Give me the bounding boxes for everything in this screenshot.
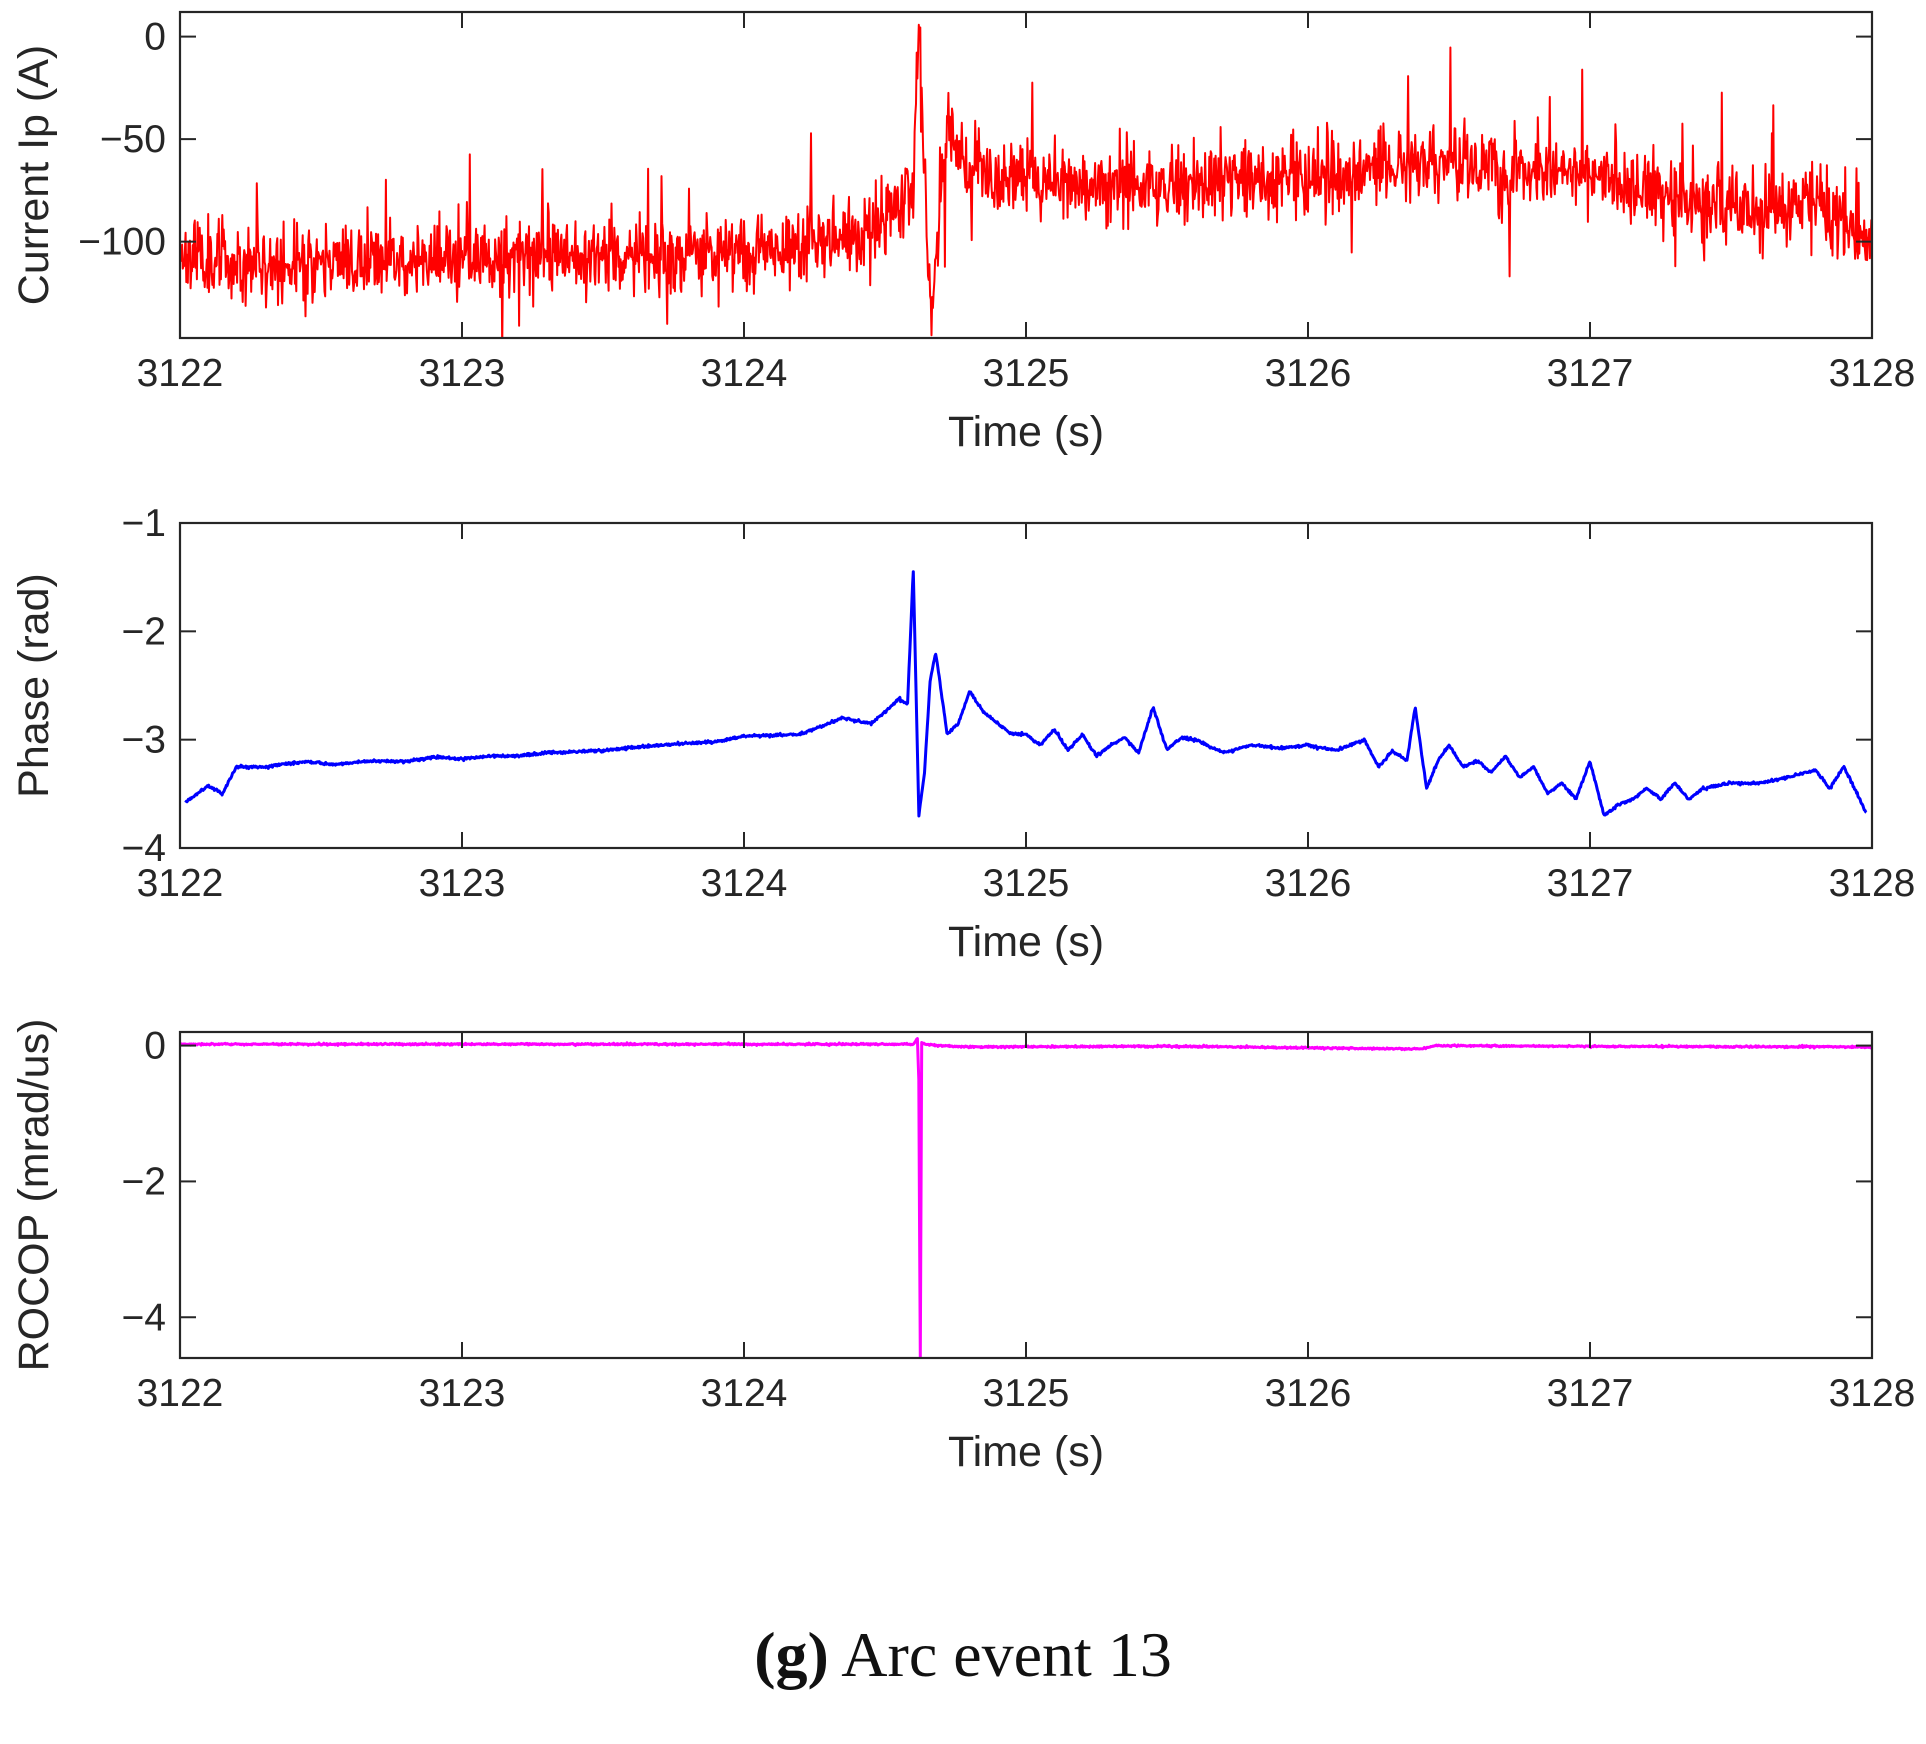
current-xtick-label: 3128 [1829, 352, 1916, 395]
current-xtick-label: 3126 [1265, 352, 1352, 395]
current-series-line [180, 23, 1872, 338]
rocop-xtick-label: 3124 [701, 1372, 788, 1415]
rocop-xtick-label: 3127 [1547, 1372, 1634, 1415]
current-plot-area [180, 12, 1872, 338]
current-ytick-label: 0 [144, 16, 166, 59]
rocop-xlabel: Time (s) [948, 1428, 1104, 1476]
current-xtick-label: 3125 [983, 352, 1070, 395]
rocop-ytick-label: −4 [122, 1296, 166, 1339]
current-xtick-label: 3123 [419, 352, 506, 395]
current-panel: 3122 3123 3124 3125 3126 3127 3128 −100 −50 0 Time… [10, 10, 1916, 456]
phase-xtick-label: 3123 [419, 862, 506, 905]
rocop-xtick-label: 3125 [983, 1372, 1070, 1415]
phase-xtick-label: 3124 [701, 862, 788, 905]
phase-xtick-label: 3128 [1829, 862, 1916, 905]
phase-plot-area [180, 523, 1872, 848]
rocop-ytick-label: 0 [144, 1025, 166, 1068]
current-xtick-label: 3124 [701, 352, 788, 395]
current-ytick-label: −50 [100, 118, 166, 161]
rocop-xtick-label: 3128 [1829, 1372, 1916, 1415]
figure-caption: (g) Arc event 13 [0, 1618, 1926, 1692]
phase-ytick-label: −4 [122, 827, 166, 870]
phase-ylabel: Phase (rad) [10, 573, 58, 798]
current-xtick-label: 3122 [137, 352, 224, 395]
rocop-plot-area [180, 1032, 1872, 1358]
rocop-xtick-label: 3122 [137, 1372, 224, 1415]
current-xlabel: Time (s) [948, 408, 1104, 456]
current-ylabel: Current Ip (A) [10, 45, 58, 305]
caption-text: Arc event 13 [841, 1619, 1172, 1690]
rocop-ylabel: ROCOP (mrad/us) [10, 1019, 58, 1372]
rocop-xtick-label: 3126 [1265, 1372, 1352, 1415]
phase-xtick-label: 3127 [1547, 862, 1634, 905]
rocop-xtick-label: 3123 [419, 1372, 506, 1415]
phase-series-line [184, 570, 1868, 818]
phase-panel: 3122 3123 3124 3125 3126 3127 3128 −4 −3 −2 −1 Time… [10, 502, 1915, 966]
caption-letter: (g) [754, 1619, 829, 1690]
rocop-panel: 3122 3123 3124 3125 3126 3127 3128 −4 −2 0 Time (s… [10, 1019, 1915, 1476]
rocop-ytick-label: −2 [122, 1160, 166, 1203]
phase-ytick-label: −3 [122, 719, 166, 762]
phase-xtick-label: 3126 [1265, 862, 1352, 905]
phase-ytick-label: −1 [122, 502, 166, 545]
phase-xlabel: Time (s) [948, 918, 1104, 966]
current-ytick-label: −100 [78, 221, 166, 264]
phase-ytick-label: −2 [122, 610, 166, 653]
phase-xtick-label: 3122 [137, 862, 224, 905]
current-xtick-label: 3127 [1547, 352, 1634, 395]
phase-xtick-label: 3125 [983, 862, 1070, 905]
